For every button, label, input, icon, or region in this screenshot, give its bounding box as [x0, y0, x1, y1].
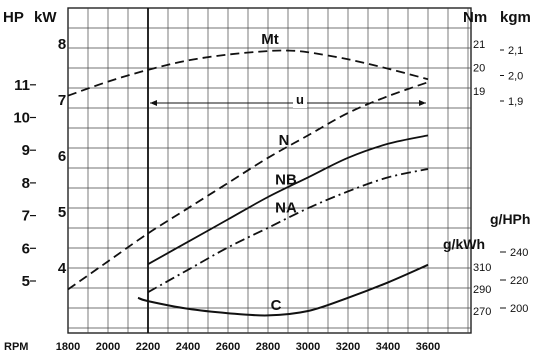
kw-tick-label: 8	[58, 36, 66, 53]
curve-label-mt: Mt	[261, 31, 279, 48]
curve-label-nb: NB	[275, 172, 297, 189]
kw-tick-label: 7	[58, 92, 66, 109]
g-kwh-tick-label: 310	[473, 262, 491, 274]
range-arrow-left	[150, 100, 157, 106]
x-tick-label: 2400	[176, 341, 200, 353]
grid	[67, 7, 472, 334]
curve-nb	[147, 134, 429, 265]
x-tick-label: 2200	[136, 341, 160, 353]
hp-tick-label: 9	[22, 142, 30, 159]
curve-label-na: NA	[275, 200, 297, 217]
g-hph-axis-unit: g/HPh	[490, 211, 530, 227]
hp-tick-label: 5	[22, 273, 30, 290]
nm-tick-label: 20	[473, 63, 485, 75]
x-tick-label: 1800	[56, 341, 80, 353]
hp-tick-label: 7	[22, 208, 30, 225]
x-tick-label: 2000	[96, 341, 120, 353]
x-tick-label: 3600	[416, 341, 440, 353]
plot-frame	[67, 7, 472, 334]
curve-label-n: N	[279, 132, 290, 149]
x-tick-label: 3000	[296, 341, 320, 353]
kw-axis-unit: kW	[34, 9, 57, 26]
hp-tick-label: 8	[22, 175, 30, 192]
g-hph-tick-label: 220	[510, 275, 528, 287]
axis-ticks: 1800 2000 2200 2400 2600 2800 3000 3200 3400 3600…	[13, 36, 528, 353]
curve-n	[67, 81, 429, 291]
kw-tick-label: 5	[58, 204, 66, 221]
hp-tick-label: 11	[14, 77, 30, 94]
range-label-bg	[293, 92, 307, 108]
range-arrow-right	[419, 100, 426, 106]
x-tick-label: 3200	[336, 341, 360, 353]
curves	[67, 49, 429, 317]
kgm-tick-label: 2,1	[508, 45, 523, 57]
x-tick-label: 2600	[216, 341, 240, 353]
curve-label-c: C	[271, 297, 282, 314]
g-kwh-axis-unit: g/kWh	[443, 236, 485, 252]
kgm-axis-unit: kgm	[500, 9, 531, 26]
g-kwh-tick-label: 290	[473, 284, 491, 296]
kw-tick-label: 6	[58, 148, 66, 165]
curve-mt	[67, 49, 429, 97]
nm-tick-label: 21	[473, 39, 485, 51]
kw-tick-label: 4	[58, 260, 67, 277]
g-kwh-tick-label: 270	[473, 306, 491, 318]
range-label: u	[296, 92, 304, 107]
nm-tick-label: 19	[473, 86, 485, 98]
x-tick-label: 3400	[376, 341, 400, 353]
kgm-tick-label: 2,0	[508, 71, 523, 83]
x-tick-label: 2800	[256, 341, 280, 353]
nm-axis-unit: Nm	[463, 9, 487, 26]
curve-c	[137, 263, 429, 317]
g-hph-tick-label: 200	[510, 303, 528, 315]
g-hph-tick-label: 240	[510, 247, 528, 259]
kgm-tick-label: 1,9	[508, 96, 523, 108]
hp-axis-unit: HP	[3, 9, 24, 26]
hp-tick-label: 6	[22, 240, 30, 257]
rpm-axis-label: RPM	[4, 341, 28, 353]
curve-na	[147, 168, 429, 293]
hp-tick-label: 10	[13, 110, 30, 127]
curve-labels: N NB NA Mt C	[261, 31, 297, 314]
